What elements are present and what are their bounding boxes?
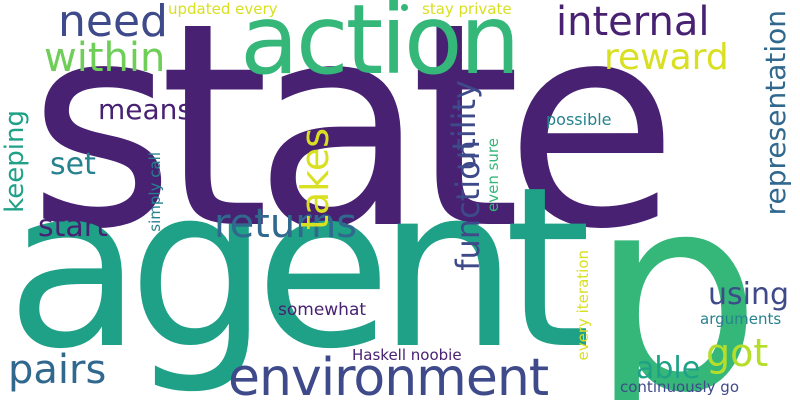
- word-haskell-noobie: Haskell noobie: [352, 346, 462, 364]
- word-within: within: [44, 35, 166, 81]
- word-representation: representation: [759, 10, 792, 216]
- word-action: action: [240, 0, 520, 96]
- word-utility: utility: [445, 80, 483, 171]
- word-environment: environment: [228, 348, 549, 400]
- word-state: state: [28, 0, 678, 291]
- word-arguments: arguments: [700, 310, 782, 328]
- word-need: need: [58, 0, 168, 47]
- word-simply-call: simply call: [146, 152, 164, 232]
- word-updated-every: updated every: [168, 0, 278, 18]
- word-continuously-go: continuously go: [620, 378, 740, 396]
- word-somewhat: somewhat: [278, 300, 367, 320]
- word-got: got: [706, 331, 769, 375]
- word-start: start: [38, 209, 108, 244]
- dot-mark: [401, 4, 408, 11]
- word-takes: takes: [293, 128, 337, 231]
- word-internal: internal: [556, 0, 710, 45]
- word-every-iteration: every iteration: [574, 250, 592, 361]
- word-possible: possible: [546, 110, 612, 129]
- word-even-sure: even sure: [484, 138, 502, 212]
- word-using: using: [708, 277, 790, 312]
- word-stay-private: stay private: [422, 0, 512, 18]
- word-set: set: [50, 147, 96, 182]
- word-able: able: [636, 351, 701, 386]
- word-means: means: [98, 93, 192, 126]
- word-agent: agent: [6, 140, 591, 398]
- word-reward: reward: [604, 37, 729, 78]
- word-returns: returns: [214, 201, 358, 247]
- word-pairs: pairs: [8, 347, 107, 393]
- word-p: p: [590, 137, 762, 400]
- word-keeping: keeping: [0, 110, 30, 213]
